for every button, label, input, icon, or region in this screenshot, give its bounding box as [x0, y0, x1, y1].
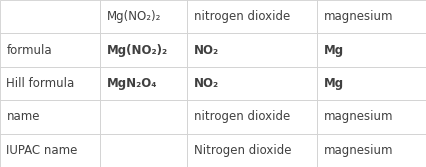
Bar: [0, 0, 100, 33]
Text: nitrogen dioxide: nitrogen dioxide: [194, 10, 290, 23]
Bar: [100, 33, 187, 67]
Bar: [317, 0, 426, 33]
Bar: [100, 67, 187, 100]
Bar: [187, 100, 317, 134]
Text: magnesium: magnesium: [324, 10, 393, 23]
Bar: [100, 134, 187, 167]
Text: Mg: Mg: [324, 77, 344, 90]
Text: NO₂: NO₂: [194, 77, 219, 90]
Bar: [317, 33, 426, 67]
Bar: [317, 100, 426, 134]
Bar: [187, 33, 317, 67]
Bar: [317, 134, 426, 167]
Bar: [0, 100, 100, 134]
Bar: [187, 0, 317, 33]
Text: nitrogen dioxide: nitrogen dioxide: [194, 110, 290, 123]
Text: magnesium: magnesium: [324, 110, 393, 123]
Text: formula: formula: [6, 44, 52, 57]
Bar: [187, 134, 317, 167]
Text: NO₂: NO₂: [194, 44, 219, 57]
Text: Mg(NO₂)₂: Mg(NO₂)₂: [106, 44, 167, 57]
Text: magnesium: magnesium: [324, 144, 393, 157]
Text: Nitrogen dioxide: Nitrogen dioxide: [194, 144, 291, 157]
Text: MgN₂O₄: MgN₂O₄: [106, 77, 157, 90]
Bar: [0, 134, 100, 167]
Text: name: name: [6, 110, 40, 123]
Bar: [100, 100, 187, 134]
Text: Hill formula: Hill formula: [6, 77, 75, 90]
Bar: [100, 0, 187, 33]
Bar: [317, 67, 426, 100]
Text: IUPAC name: IUPAC name: [6, 144, 78, 157]
Bar: [0, 67, 100, 100]
Bar: [0, 33, 100, 67]
Bar: [187, 67, 317, 100]
Text: Mg(NO₂)₂: Mg(NO₂)₂: [106, 10, 161, 23]
Text: Mg: Mg: [324, 44, 344, 57]
